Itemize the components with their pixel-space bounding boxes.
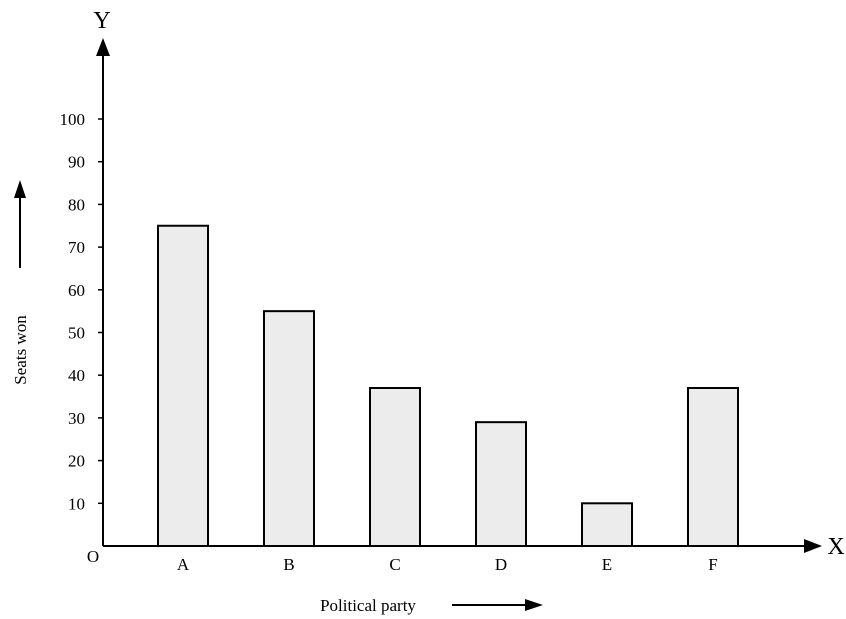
x-tick-label: C [389,555,400,574]
y-tick-label: 20 [68,452,85,471]
y-tick-label: 50 [68,324,85,343]
bar-f [687,387,739,548]
y-tick-label: 60 [68,281,85,300]
y-tick-label: 10 [68,494,85,513]
x-tick-label: B [283,555,294,574]
bar-a [157,224,209,547]
x-axis-arrowhead [804,539,822,553]
x-tick-label: F [708,555,717,574]
y-tick-label: 70 [68,238,85,257]
y-tick-label: 90 [68,153,85,172]
bars-group [157,224,739,548]
y-title-arrowhead [14,180,26,198]
y-axis-arrowhead [96,38,110,56]
y-tick-label: 100 [60,110,86,129]
x-tick-label: D [495,555,507,574]
origin-label: O [87,547,99,566]
y-axis-letter: Y [93,8,110,34]
bar-d [475,421,527,548]
y-tick-label: 30 [68,409,85,428]
y-ticks-group: 10 20 30 40 50 60 70 80 90 100 [60,110,103,513]
y-tick-label: 80 [68,195,85,214]
x-title-arrowhead [525,599,543,611]
x-ticks-group: A B C D E F [177,555,718,574]
x-tick-label: E [602,555,612,574]
y-axis-title: Seats won [11,315,30,385]
bar-c [369,387,421,548]
x-tick-label: A [177,555,190,574]
bar-b [263,310,315,547]
x-axis-letter: X [827,534,844,560]
y-tick-label: 40 [68,366,85,385]
bar-e [581,502,633,547]
x-axis-title: Political party [320,596,416,615]
